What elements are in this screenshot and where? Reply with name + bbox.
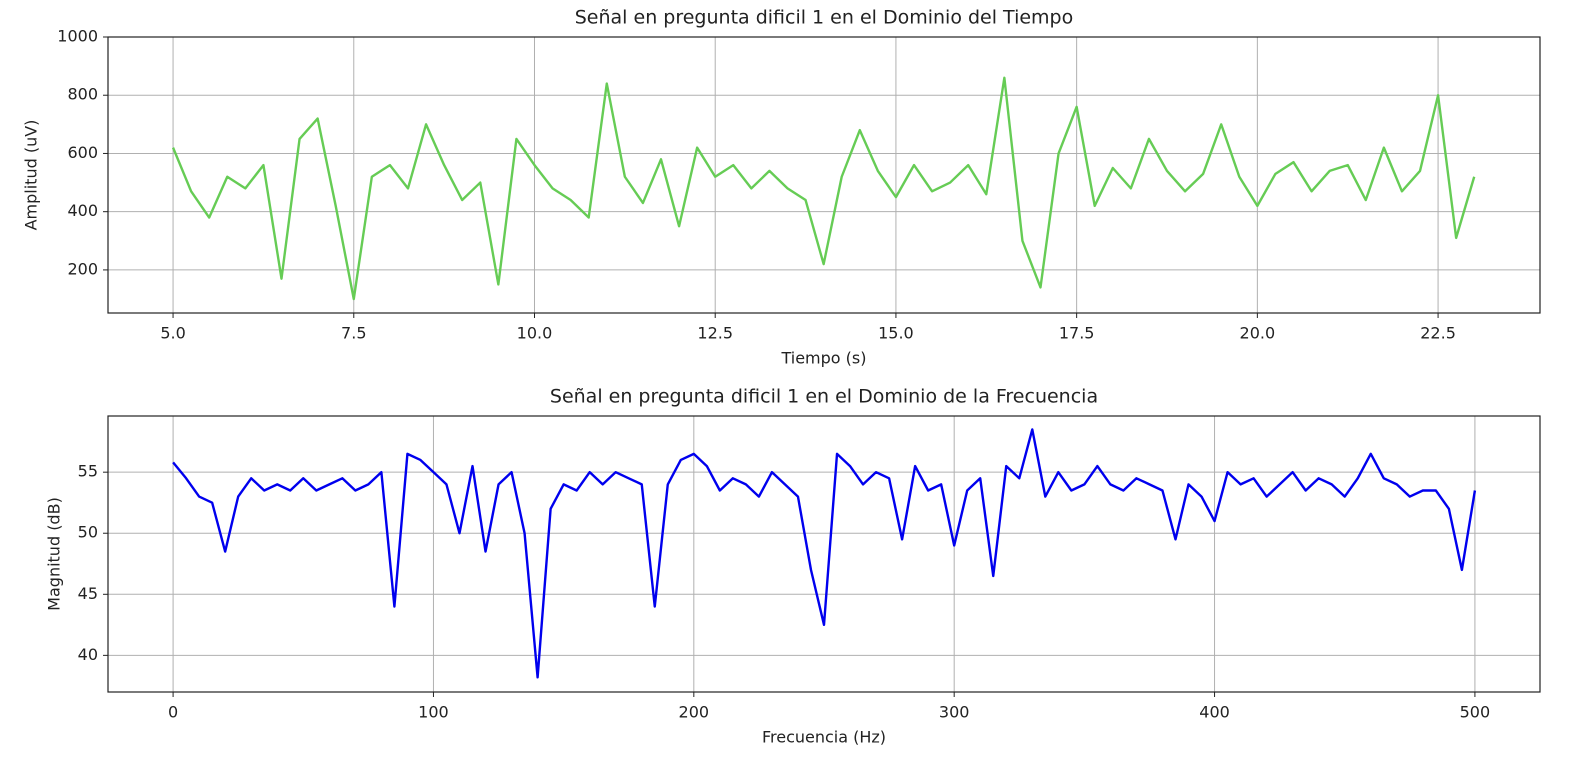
y-tick-label: 50 <box>78 523 98 542</box>
x-tick-label: 5.0 <box>160 324 185 343</box>
y-tick-label: 40 <box>78 645 98 664</box>
x-tick-label: 22.5 <box>1420 324 1456 343</box>
y-tick-label: 600 <box>67 143 98 162</box>
y-tick-label: 200 <box>67 259 98 278</box>
chart-title: Señal en pregunta dificil 1 en el Domini… <box>550 386 1098 408</box>
x-tick-label: 12.5 <box>697 324 733 343</box>
y-tick-label: 400 <box>67 201 98 220</box>
x-tick-label: 0 <box>168 703 178 722</box>
y-tick-label: 55 <box>78 462 98 481</box>
plot-frame <box>107 36 1541 314</box>
y-tick-label: 1000 <box>57 27 98 46</box>
x-tick-label: 7.5 <box>341 324 366 343</box>
plot-frame <box>107 415 1541 693</box>
signal-line <box>171 76 1476 301</box>
x-tick-label: 500 <box>1460 703 1491 722</box>
x-tick-label: 100 <box>418 703 449 722</box>
x-tick-label: 400 <box>1199 703 1230 722</box>
signal-line <box>172 428 1477 679</box>
x-tick-label: 300 <box>939 703 970 722</box>
y-axis-label: Magnitud (dB) <box>45 497 64 611</box>
chart-title: Señal en pregunta dificil 1 en el Domini… <box>575 7 1073 29</box>
x-axis-label: Frecuencia (Hz) <box>762 728 886 747</box>
x-tick-label: 17.5 <box>1059 324 1095 343</box>
y-axis-label: Amplitud (uV) <box>22 120 41 231</box>
x-tick-label: 20.0 <box>1240 324 1276 343</box>
x-axis-label: Tiempo (s) <box>780 349 866 368</box>
y-tick-label: 45 <box>78 584 98 603</box>
x-tick-label: 15.0 <box>878 324 914 343</box>
x-tick-label: 200 <box>679 703 710 722</box>
x-tick-label: 10.0 <box>517 324 553 343</box>
y-tick-label: 800 <box>67 85 98 104</box>
